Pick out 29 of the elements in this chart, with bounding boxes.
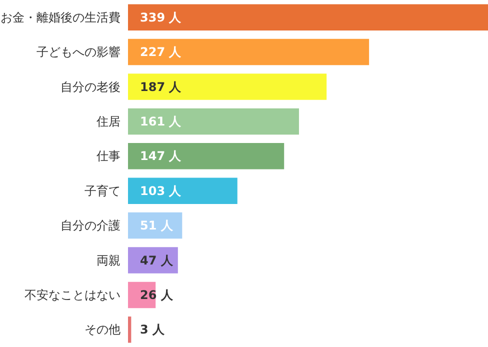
bar [128, 247, 178, 274]
data-label: 3 人 [140, 322, 166, 337]
y-tick-label: お金・離婚後の生活費 [0, 10, 120, 24]
y-tick-label: その他 [84, 322, 120, 337]
data-label: 103 人 [140, 184, 182, 198]
data-label: 161 人 [140, 114, 182, 128]
y-tick-label: 両親 [96, 253, 120, 268]
y-tick-label: 子どもへの影響 [36, 45, 120, 60]
bar [128, 4, 488, 30]
data-label: 339 人 [140, 10, 182, 24]
data-label: 187 人 [140, 80, 182, 94]
bar [128, 212, 182, 239]
bar [128, 38, 370, 66]
y-tick-label: 仕事 [96, 149, 120, 164]
bar [128, 178, 238, 204]
data-label: 227 人 [140, 45, 182, 60]
y-tick-label: 自分の老後 [60, 80, 120, 94]
bar [128, 143, 284, 170]
y-tick-label: 子育て [84, 184, 120, 198]
data-label: 47 人 [140, 253, 174, 268]
y-tick-label: 不安なことはない [24, 288, 120, 302]
data-label: 26 人 [140, 288, 174, 302]
bar [128, 74, 327, 100]
y-tick-label: 自分の介護 [60, 218, 120, 233]
bar [128, 316, 132, 343]
bar [128, 108, 299, 135]
data-label: 147 人 [140, 149, 182, 164]
y-tick-label: 住居 [96, 114, 120, 128]
data-label: 51 人 [140, 218, 174, 233]
